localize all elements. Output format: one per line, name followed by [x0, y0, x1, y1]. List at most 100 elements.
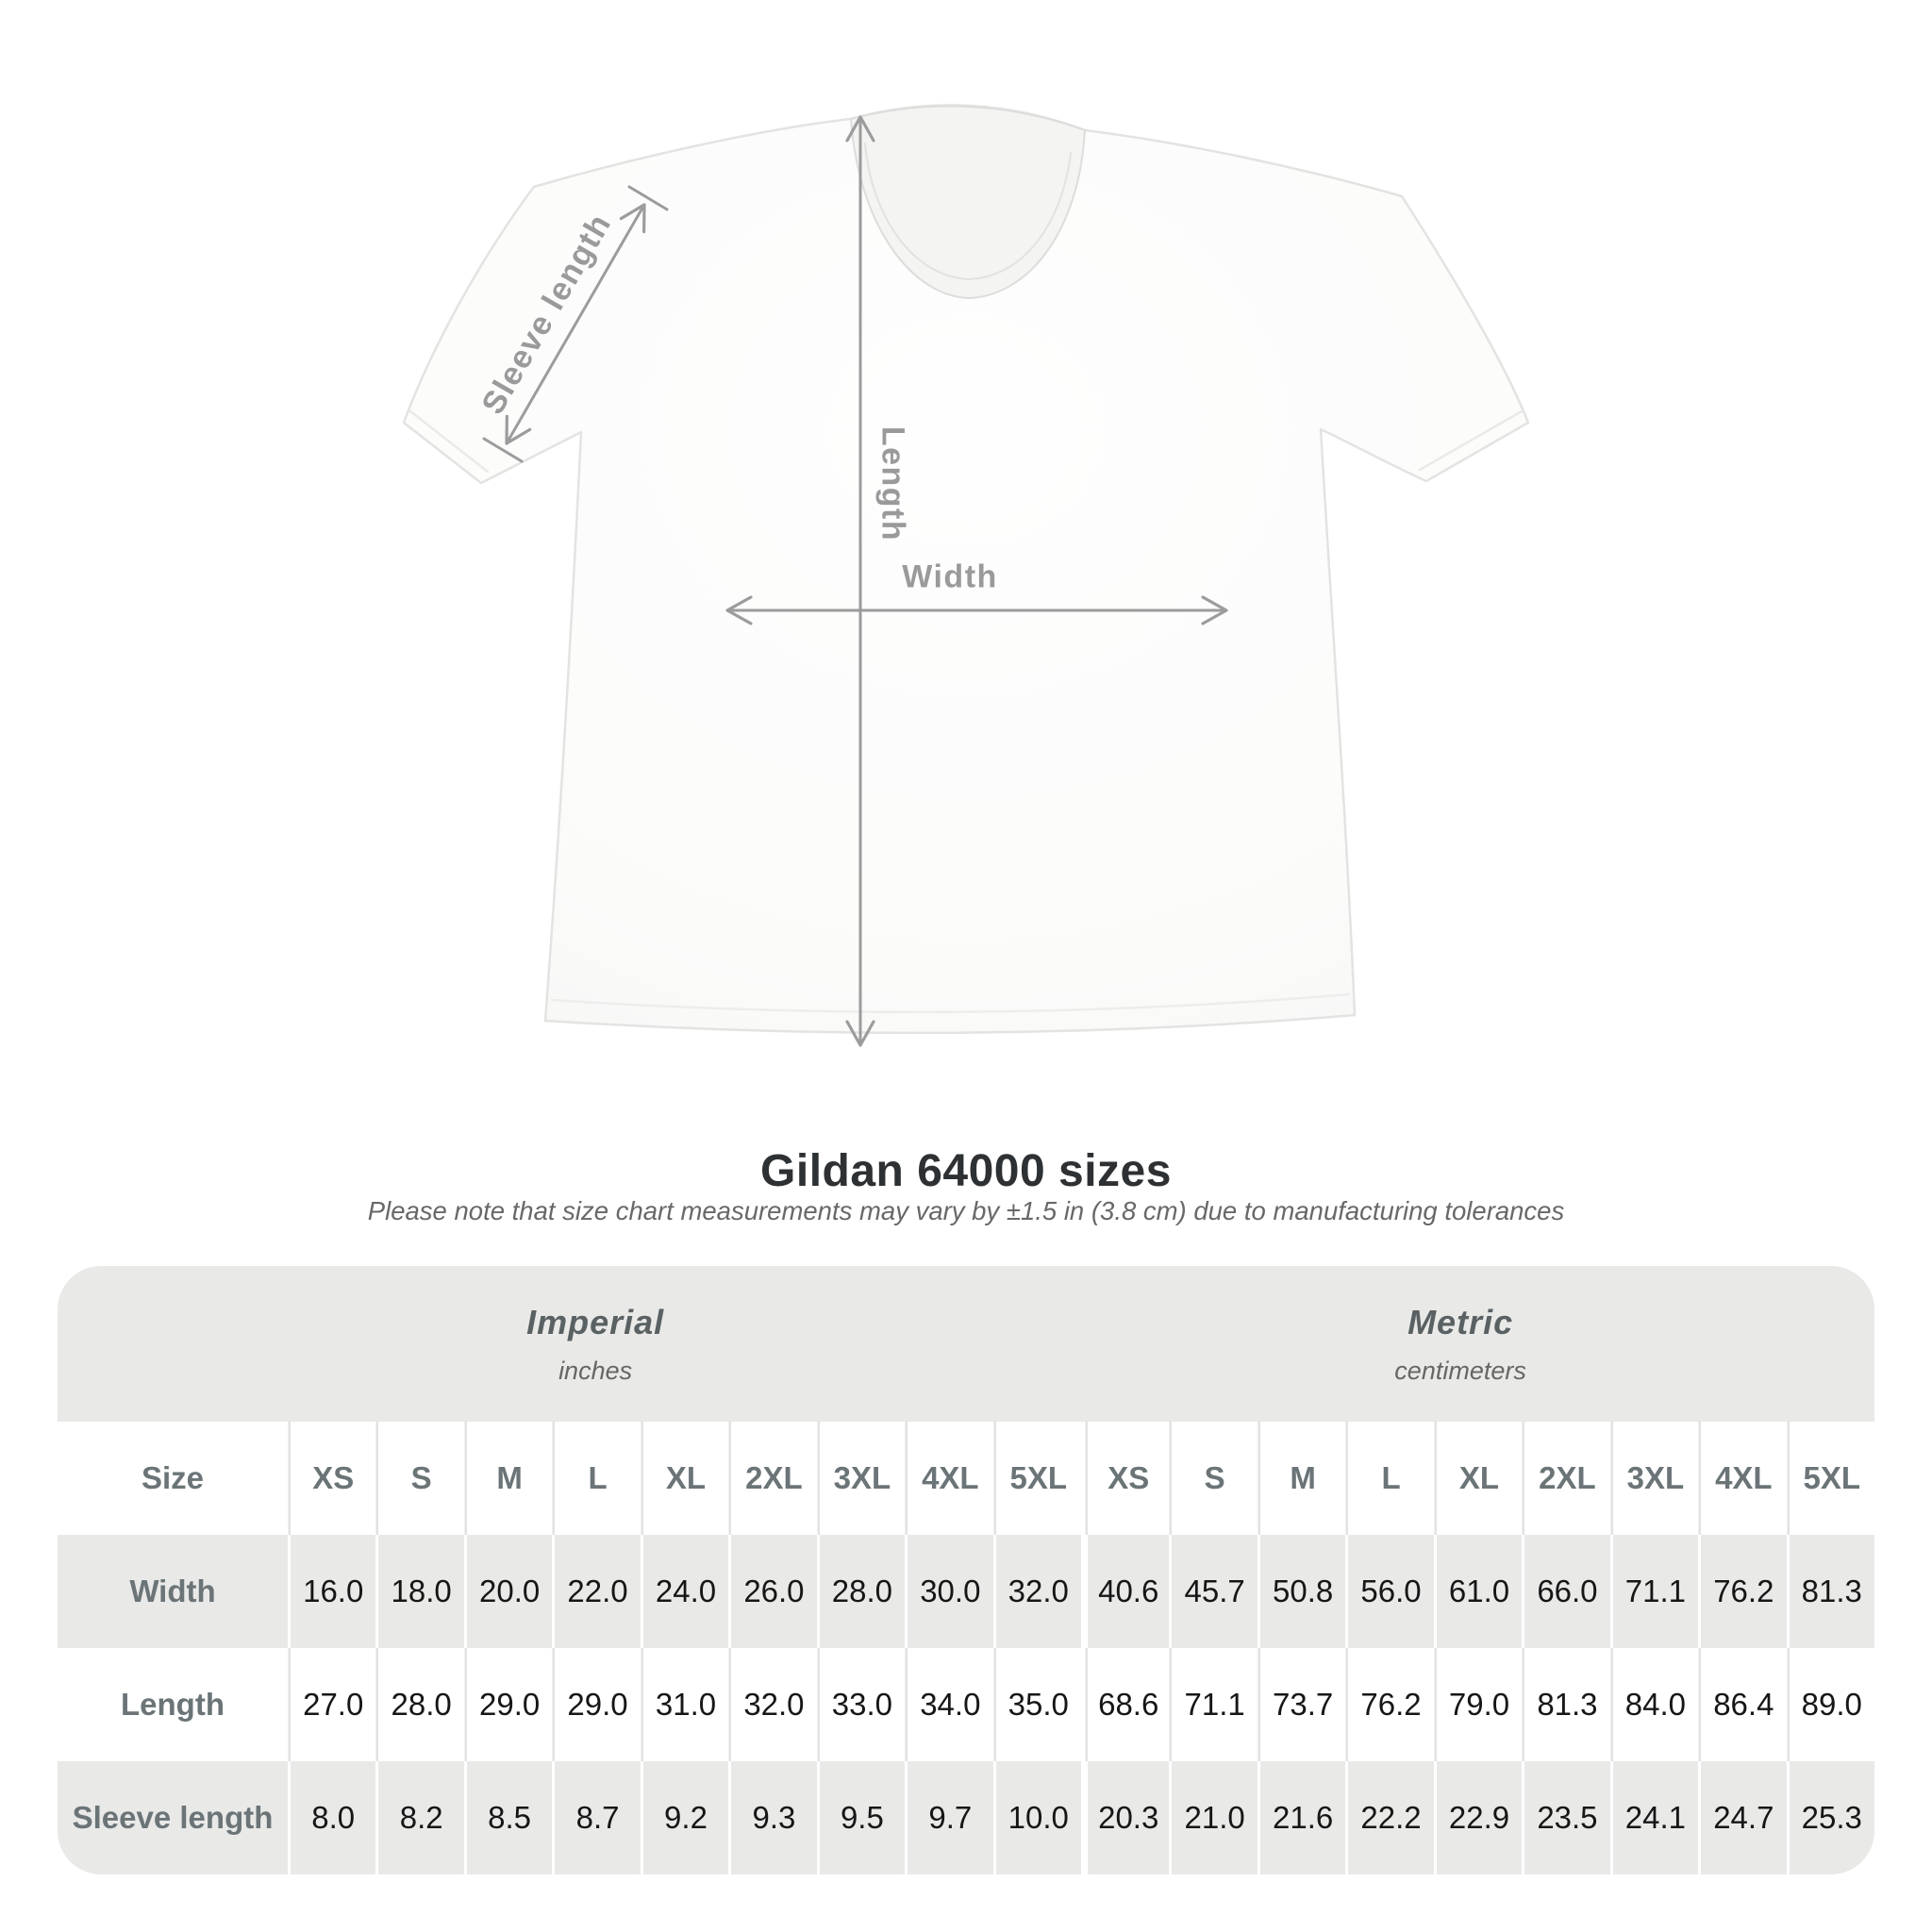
- table-cell: 8.0: [291, 1761, 376, 1874]
- table-cell: 35.0: [996, 1648, 1081, 1761]
- table-cell: 76.2: [1348, 1648, 1433, 1761]
- size-header-imperial-xs: XS: [291, 1422, 375, 1535]
- table-cell: 29.0: [555, 1648, 640, 1761]
- tolerance-note: Please note that size chart measurements…: [367, 1196, 1565, 1225]
- table-cell: 40.6: [1087, 1535, 1170, 1648]
- table-cell: 45.7: [1172, 1535, 1257, 1648]
- table-cell: 10.0: [995, 1761, 1081, 1874]
- sleeve-length-arrow: [505, 203, 646, 445]
- table-cell: 20.0: [466, 1535, 553, 1648]
- size-header-row: Size XS S M L XL 2XL 3XL 4XL 5XL XS S M …: [58, 1422, 1874, 1535]
- size-header-imperial-2xl: 2XL: [731, 1422, 816, 1535]
- tshirt-measurement-diagram: Sleeve length Length Width: [402, 104, 1530, 1047]
- table-cell: 34.0: [908, 1648, 992, 1761]
- table-cell: 81.3: [1789, 1535, 1874, 1648]
- row-label-length: Length: [121, 1687, 225, 1722]
- metric-sublabel: centimeters: [1394, 1356, 1526, 1385]
- tshirt-silhouette: [402, 104, 1530, 1035]
- table-row-width: Width 16.0 18.0 20.0 22.0 24.0 26.0 28.0…: [58, 1535, 1874, 1648]
- size-header-imperial-xl: XL: [643, 1422, 728, 1535]
- table-cell: 86.4: [1701, 1648, 1786, 1761]
- table-cell: 50.8: [1259, 1535, 1346, 1648]
- table-cell: 25.3: [1789, 1761, 1874, 1874]
- table-cell: 31.0: [643, 1648, 728, 1761]
- table-cell: 71.1: [1612, 1535, 1699, 1648]
- table-cell: 73.7: [1260, 1648, 1345, 1761]
- table-cell: 81.3: [1524, 1648, 1609, 1761]
- table-cell: 27.0: [291, 1648, 375, 1761]
- table-cell: 30.0: [908, 1535, 993, 1648]
- size-header-imperial-s: S: [378, 1422, 463, 1535]
- table-cell: 32.0: [995, 1535, 1081, 1648]
- size-header-metric-s: S: [1172, 1422, 1257, 1535]
- imperial-unit-header: Imperial inches: [58, 1266, 1084, 1422]
- table-cell: 8.7: [555, 1761, 641, 1874]
- table-cell: 28.0: [819, 1535, 906, 1648]
- imperial-sublabel: inches: [558, 1356, 633, 1385]
- table-cell: 22.9: [1436, 1761, 1523, 1874]
- table-cell: 24.0: [642, 1535, 729, 1648]
- table-cell: 29.0: [467, 1648, 552, 1761]
- size-header-imperial-l: L: [555, 1422, 640, 1535]
- tshirt-image: [402, 104, 1530, 1047]
- table-cell: 56.0: [1348, 1535, 1434, 1648]
- units-header-band: Imperial inches Metric centimeters: [58, 1266, 1874, 1422]
- imperial-label: Imperial: [526, 1302, 665, 1341]
- table-cell: 76.2: [1701, 1535, 1787, 1648]
- table-cell: 24.1: [1612, 1761, 1699, 1874]
- page-title: Gildan 64000 sizes: [760, 1146, 1172, 1196]
- collar-ribbing: [864, 142, 1072, 280]
- sleeve-arrow-top-cap: [627, 185, 669, 211]
- width-annotation: Width: [902, 558, 998, 595]
- table-cell: 21.0: [1172, 1761, 1257, 1874]
- table-cell: 21.6: [1259, 1761, 1346, 1874]
- table-cell: 9.3: [731, 1761, 817, 1874]
- metric-label: Metric: [1407, 1302, 1514, 1341]
- table-cell: 18.0: [378, 1535, 464, 1648]
- size-header-imperial-m: M: [467, 1422, 552, 1535]
- size-header-imperial-4xl: 4XL: [908, 1422, 992, 1535]
- table-cell: 66.0: [1524, 1535, 1610, 1648]
- table-cell: 9.5: [819, 1761, 906, 1874]
- table-cell: 79.0: [1437, 1648, 1522, 1761]
- size-header-metric-m: M: [1260, 1422, 1345, 1535]
- size-table: Imperial inches Metric centimeters Size …: [58, 1266, 1874, 1874]
- size-header-imperial-3xl: 3XL: [820, 1422, 905, 1535]
- table-cell: 9.2: [642, 1761, 729, 1874]
- sleeve-arrow-bottom-cap: [482, 437, 524, 463]
- length-annotation: Length: [874, 425, 911, 542]
- table-cell: 24.7: [1701, 1761, 1787, 1874]
- table-cell: 68.6: [1088, 1648, 1169, 1761]
- size-header-metric-3xl: 3XL: [1613, 1422, 1698, 1535]
- table-cell: 22.2: [1348, 1761, 1434, 1874]
- size-header-metric-5xl: 5XL: [1790, 1422, 1874, 1535]
- left-cuff-seam: [408, 409, 490, 474]
- table-row-length: Length 27.0 28.0 29.0 29.0 31.0 32.0 33.…: [58, 1648, 1874, 1761]
- table-cell: 9.7: [908, 1761, 993, 1874]
- metric-unit-header: Metric centimeters: [1084, 1266, 1874, 1422]
- size-header-imperial-5xl: 5XL: [996, 1422, 1081, 1535]
- row-label-sleeve-length: Sleeve length: [58, 1761, 288, 1874]
- row-label-width: Width: [58, 1535, 288, 1648]
- size-column-header: Size: [141, 1460, 205, 1495]
- table-cell: 8.2: [378, 1761, 464, 1874]
- size-header-metric-2xl: 2XL: [1524, 1422, 1609, 1535]
- size-header-metric-l: L: [1348, 1422, 1433, 1535]
- table-cell: 84.0: [1613, 1648, 1698, 1761]
- table-cell: 20.3: [1087, 1761, 1170, 1874]
- table-row-sleeve-length: Sleeve length 8.0 8.2 8.5 8.7 9.2 9.3 9.…: [58, 1761, 1874, 1874]
- table-cell: 33.0: [820, 1648, 905, 1761]
- table-cell: 32.0: [731, 1648, 816, 1761]
- size-header-metric-4xl: 4XL: [1701, 1422, 1786, 1535]
- table-cell: 8.5: [466, 1761, 553, 1874]
- table-cell: 16.0: [291, 1535, 376, 1648]
- table-cell: 22.0: [555, 1535, 641, 1648]
- table-cell: 23.5: [1524, 1761, 1610, 1874]
- size-header-metric-xs: XS: [1088, 1422, 1169, 1535]
- table-cell: 89.0: [1790, 1648, 1874, 1761]
- table-cell: 71.1: [1172, 1648, 1257, 1761]
- right-cuff-seam: [1418, 409, 1524, 472]
- hem-seam: [550, 992, 1351, 1014]
- size-header-metric-xl: XL: [1437, 1422, 1522, 1535]
- table-cell: 26.0: [731, 1535, 817, 1648]
